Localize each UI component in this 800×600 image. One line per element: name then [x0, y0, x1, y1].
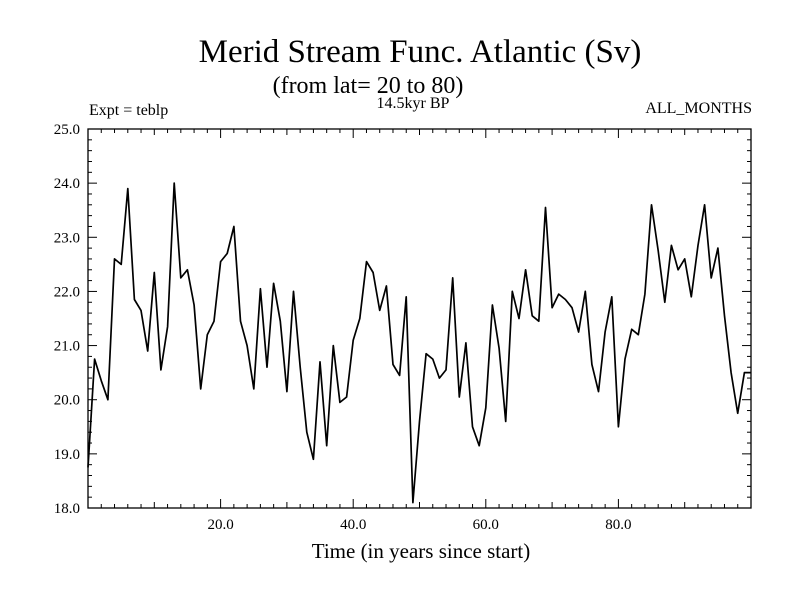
y-tick-label: 23.0 — [54, 230, 80, 246]
x-tick-label: 20.0 — [207, 517, 233, 533]
experiment-label: Expt = teblp — [89, 102, 168, 119]
y-tick-label: 24.0 — [54, 176, 80, 192]
y-tick-label: 22.0 — [54, 284, 80, 300]
axes — [87, 128, 752, 509]
y-tick-label: 19.0 — [54, 447, 80, 463]
plot-area — [87, 182, 751, 504]
chart-subtitle: (from lat= 20 to 80) — [273, 73, 464, 99]
y-axis-ticks: 18.0 19.0 20.0 21.0 22.0 23.0 24.0 25.0 — [54, 122, 751, 517]
x-axis-ticks: 20.0 40.0 60.0 80.0 — [100, 129, 739, 533]
x-tick-label: 80.0 — [605, 517, 631, 533]
series-line — [87, 182, 751, 504]
y-tick-label: 21.0 — [54, 339, 80, 355]
period-label: 14.5kyr BP — [377, 95, 450, 112]
x-tick-label: 40.0 — [340, 517, 366, 533]
x-tick-label: 60.0 — [473, 517, 499, 533]
plot-frame — [87, 128, 752, 509]
chart-title: Merid Stream Func. Atlantic (Sv) — [199, 34, 642, 70]
y-tick-label: 18.0 — [54, 501, 80, 517]
y-tick-label: 25.0 — [54, 122, 80, 138]
x-axis-title: Time (in years since start) — [312, 539, 531, 563]
months-label: ALL_MONTHS — [645, 100, 752, 117]
y-tick-label: 20.0 — [54, 393, 80, 409]
